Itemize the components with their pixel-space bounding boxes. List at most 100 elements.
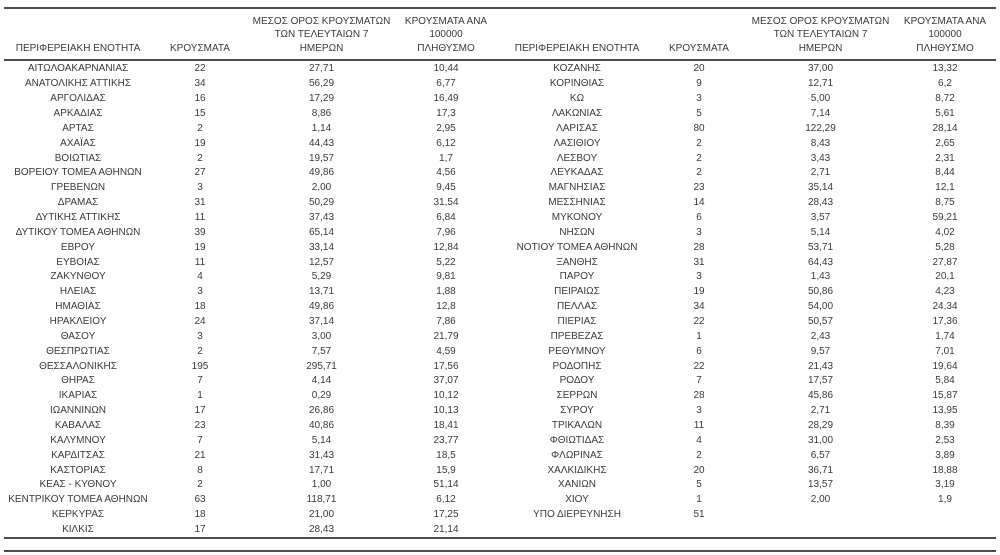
avg7-cell: 33,14 (308, 241, 335, 253)
cases-cell: 2 (696, 137, 702, 149)
region-cell: ΓΡΕΒΕΝΩΝ (50, 182, 106, 194)
table-row: ΚΑΒΑΛΑΣ 23 40,86 18,41 (4, 418, 497, 433)
avg7-cell: 3,57 (810, 212, 831, 224)
table-row: ΚΕΑΣ - ΚΥΘΝΟΥ 2 1,00 51,14 (4, 478, 497, 493)
cases-cell: 11 (194, 212, 206, 224)
avg7-cell: 37,14 (308, 316, 335, 328)
avg7-cell: 35,14 (807, 182, 834, 194)
avg7-cell: 37,43 (308, 212, 335, 224)
region-cell: ΔΥΤΙΚΟΥ ΤΟΜΕΑ ΑΘΗΝΩΝ (15, 226, 141, 238)
region-cell: ΕΥΒΟΙΑΣ (56, 256, 100, 268)
table-row: ΘΗΡΑΣ 7 4,14 37,07 (4, 374, 497, 389)
avg7-cell: 28,43 (308, 524, 335, 536)
region-cell: ΞΑΝΘΗΣ (556, 256, 598, 268)
cases-cell: 51 (693, 509, 705, 521)
region-cell: ΛΑΣΙΘΙΟΥ (553, 137, 601, 149)
per100k-cell: 17,36 (932, 316, 958, 328)
region-cell: ΠΕΙΡΑΙΩΣ (554, 286, 600, 298)
cases-cell: 6 (696, 212, 702, 224)
cases-cell: 63 (194, 494, 206, 506)
table-row: ΤΡΙΚΑΛΩΝ 11 28,29 8,39 (503, 418, 996, 433)
region-cell: ΜΑΓΝΗΣΙΑΣ (548, 182, 606, 194)
per100k-cell: 18,41 (433, 420, 459, 432)
per100k-cell: 12,84 (433, 241, 459, 253)
per100k-cell: 2,95 (436, 122, 456, 134)
cases-cell: 16 (194, 93, 206, 105)
per100k-cell: 23,77 (433, 434, 459, 446)
per100k-cell: 10,12 (433, 390, 459, 402)
cases-cell: 20 (693, 63, 705, 75)
per100k-cell: 2,65 (935, 137, 955, 149)
table-row: ΧΑΛΚΙΔΙΚΗΣ 20 36,71 18,88 (503, 463, 996, 478)
table-row: ΣΕΡΡΩΝ 28 45,86 15,87 (503, 388, 996, 403)
cases-cell: 3 (696, 226, 702, 238)
avg7-cell: 295,71 (306, 360, 337, 372)
table-row: ΗΛΕΙΑΣ 3 13,71 1,88 (4, 284, 497, 299)
cases-cell: 21 (194, 449, 206, 461)
region-cell: ΤΡΙΚΑΛΩΝ (551, 420, 603, 432)
per100k-cell: 10,13 (433, 405, 459, 417)
avg7-cell: 49,86 (308, 301, 335, 313)
cases-cell: 5 (696, 479, 702, 491)
cases-cell: 18 (194, 301, 206, 313)
region-cell: ΑΙΤΩΛΟΑΚΑΡΝΑΝΙΑΣ (27, 63, 129, 75)
per100k-cell: 1,74 (935, 330, 955, 342)
per100k-cell: 17,25 (433, 509, 459, 521)
avg7-cell: 37,00 (807, 63, 834, 75)
table-row: ΝΟΤΙΟΥ ΤΟΜΕΑ ΑΘΗΝΩΝ 28 53,71 5,28 (503, 240, 996, 255)
region-cell: ΘΕΣΣΑΛΟΝΙΚΗΣ (39, 360, 117, 372)
avg7-cell: 122,29 (805, 122, 836, 134)
region-cell: ΛΑΚΩΝΙΑΣ (551, 108, 603, 119)
avg7-cell: 45,86 (807, 390, 834, 402)
table-row: ΚΙΛΚΙΣ 17 28,43 21,14 (4, 522, 497, 537)
per100k-cell: 6,2 (938, 78, 952, 90)
table-row: ΞΑΝΘΗΣ 31 64,43 27,87 (503, 255, 996, 270)
cases-cell: 80 (693, 122, 705, 134)
cases-cell: 7 (696, 375, 702, 387)
per100k-cell: 6,12 (436, 137, 456, 149)
column-header-cases: ΚΡΟΥΣΜΑΤΑ (669, 42, 729, 54)
cases-cell: 17 (194, 524, 206, 536)
region-cell: ΚΑΡΔΙΤΣΑΣ (51, 449, 105, 461)
cases-cell: 11 (194, 256, 206, 268)
cases-cell: 28 (693, 241, 705, 253)
region-cell: ΧΑΛΚΙΔΙΚΗΣ (547, 464, 607, 476)
table-row: ΜΑΓΝΗΣΙΑΣ 23 35,14 12,1 (503, 180, 996, 195)
avg7-cell: 2,00 (311, 182, 332, 194)
region-cell: ΚΟΡΙΝΘΙΑΣ (549, 78, 605, 90)
cases-cell: 23 (194, 420, 206, 432)
avg7-cell: 1,14 (311, 122, 332, 134)
per100k-cell: 15,9 (436, 464, 456, 476)
per100k-cell: 5,22 (436, 256, 456, 268)
avg7-cell: 54,00 (807, 301, 834, 313)
region-cell: ΑΡΓΟΛΙΔΑΣ (50, 93, 106, 105)
per100k-cell: 19,64 (932, 360, 958, 372)
column-header-per100k: ΚΡΟΥΣΜΑΤΑ ΑΝΑ 100000 ΠΛΗΘΥΣΜΟ (903, 15, 987, 54)
avg7-cell: 17,57 (807, 375, 834, 387)
cases-cell: 2 (197, 122, 203, 134)
cases-cell: 31 (693, 256, 705, 268)
per100k-cell: 3,89 (935, 449, 955, 461)
region-cell: ΑΧΑΪΑΣ (60, 137, 96, 149)
region-cell: ΗΜΑΘΙΑΣ (55, 301, 101, 313)
table-row: ΛΕΥΚΑΔΑΣ 2 2,71 8,44 (503, 166, 996, 181)
region-cell: ΚΕΡΚΥΡΑΣ (51, 509, 105, 521)
per100k-cell: 7,01 (935, 345, 955, 357)
table-row: ΠΑΡΟΥ 3 1,43 20,1 (503, 270, 996, 285)
cases-cell: 7 (197, 434, 203, 446)
region-cell: ΡΕΘΥΜΝΟΥ (548, 345, 606, 357)
table-row: ΛΑΡΙΣΑΣ 80 122,29 28,14 (503, 121, 996, 136)
region-cell: ΚΕΝΤΡΙΚΟΥ ΤΟΜΕΑ ΑΘΗΝΩΝ (8, 494, 148, 506)
avg7-cell: 28,29 (807, 420, 834, 432)
region-cell: ΔΥΤΙΚΗΣ ΑΤΤΙΚΗΣ (35, 212, 121, 224)
cases-cell: 34 (194, 78, 206, 90)
per100k-cell: 8,44 (935, 167, 955, 179)
avg7-cell: 50,86 (807, 286, 834, 298)
cases-cell: 27 (194, 167, 206, 179)
region-cell: ΘΕΣΠΡΩΤΙΑΣ (46, 345, 110, 357)
avg7-cell: 12,57 (308, 256, 335, 268)
per100k-cell: 5,28 (935, 241, 955, 253)
region-cell: ΖΑΚΥΝΘΟΥ (50, 271, 106, 283)
avg7-cell: 4,14 (311, 375, 332, 387)
